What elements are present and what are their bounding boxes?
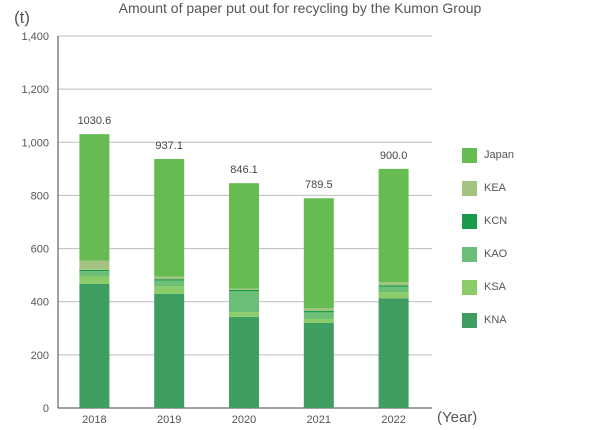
bar-segment-kna-2020 [229,316,259,408]
legend-item-kao: KAO [462,247,592,267]
bar-segment-kna-2019 [154,293,185,408]
bar-segment-kea-2020 [229,288,259,291]
bar-segment-kao-2018 [79,271,110,277]
bar-total-label: 1030.6 [78,115,112,127]
bar-segment-kcn-2021 [303,311,334,313]
x-tick-label: 2020 [232,414,256,426]
y-tick-label: 1,000 [21,137,49,149]
legend-swatch [462,280,477,295]
legend-swatch [462,181,477,196]
x-tick-label: 2019 [157,414,181,426]
legend-item-kcn: KCN [462,214,592,234]
legend-swatch [462,214,477,229]
bar-total-label: 789.5 [305,179,333,191]
legend-label: KSA [484,281,507,293]
y-tick-label: 600 [31,244,49,256]
x-tick-label: 2018 [82,414,106,426]
bar-segment-japan-2018 [79,134,110,261]
legend-label: KCN [484,215,508,227]
y-tick-label: 0 [43,403,49,415]
y-tick-label: 1,200 [21,84,49,96]
bar-segment-kna-2021 [303,322,334,408]
legend-item-ksa: KSA [462,280,592,300]
bar-segment-japan-2021 [303,198,334,309]
x-tick-label: 2021 [307,414,331,426]
bar-segment-kcn-2018 [79,269,110,272]
bar-segment-kao-2022 [378,286,409,293]
bar-segment-ksa-2018 [79,276,110,284]
legend-item-japan: Japan [462,148,592,168]
legend-label: KNA [484,314,507,326]
legend-label: Japan [484,149,514,161]
bar-segment-kea-2021 [303,308,334,312]
legend-label: KAO [484,248,508,260]
bar-segment-kcn-2022 [378,285,409,287]
legend-item-kea: KEA [462,181,592,201]
bar-segment-ksa-2021 [303,318,334,323]
bar-segment-kcn-2020 [229,290,259,292]
bar-segment-ksa-2022 [378,292,409,299]
bar-segment-kao-2019 [154,280,185,287]
bar-total-label: 900.0 [380,150,408,162]
legend-swatch [462,313,477,328]
legend-item-kna: KNA [462,313,592,333]
bar-segment-japan-2019 [154,158,185,277]
bar-segment-kna-2018 [79,283,110,408]
legend-swatch [462,247,477,262]
bar-segment-kao-2021 [303,312,334,319]
y-tick-label: 400 [31,297,49,309]
bar-segment-kea-2019 [154,276,185,280]
bar-segment-kna-2022 [378,298,409,408]
y-tick-label: 1,400 [21,31,49,43]
bar-total-label: 846.1 [230,164,258,176]
bar-segment-japan-2020 [229,183,259,289]
bar-segment-ksa-2019 [154,286,185,294]
bar-segment-kao-2020 [229,291,259,313]
legend-swatch [462,148,477,163]
bar-segment-kea-2018 [79,260,110,270]
chart-title: Amount of paper put out for recycling by… [118,0,482,16]
bar-segment-kcn-2019 [154,279,185,281]
y-axis-unit-label: (t) [14,8,31,27]
bar-segment-japan-2022 [378,168,409,283]
legend-label: KEA [484,182,507,194]
x-axis-unit-label: (Year) [437,409,478,426]
x-tick-label: 2022 [381,414,405,426]
y-tick-label: 800 [31,190,49,202]
y-tick-label: 200 [31,350,49,362]
bar-total-label: 937.1 [155,140,183,152]
bar-segment-ksa-2020 [229,312,259,317]
bar-segment-kea-2022 [378,282,409,286]
